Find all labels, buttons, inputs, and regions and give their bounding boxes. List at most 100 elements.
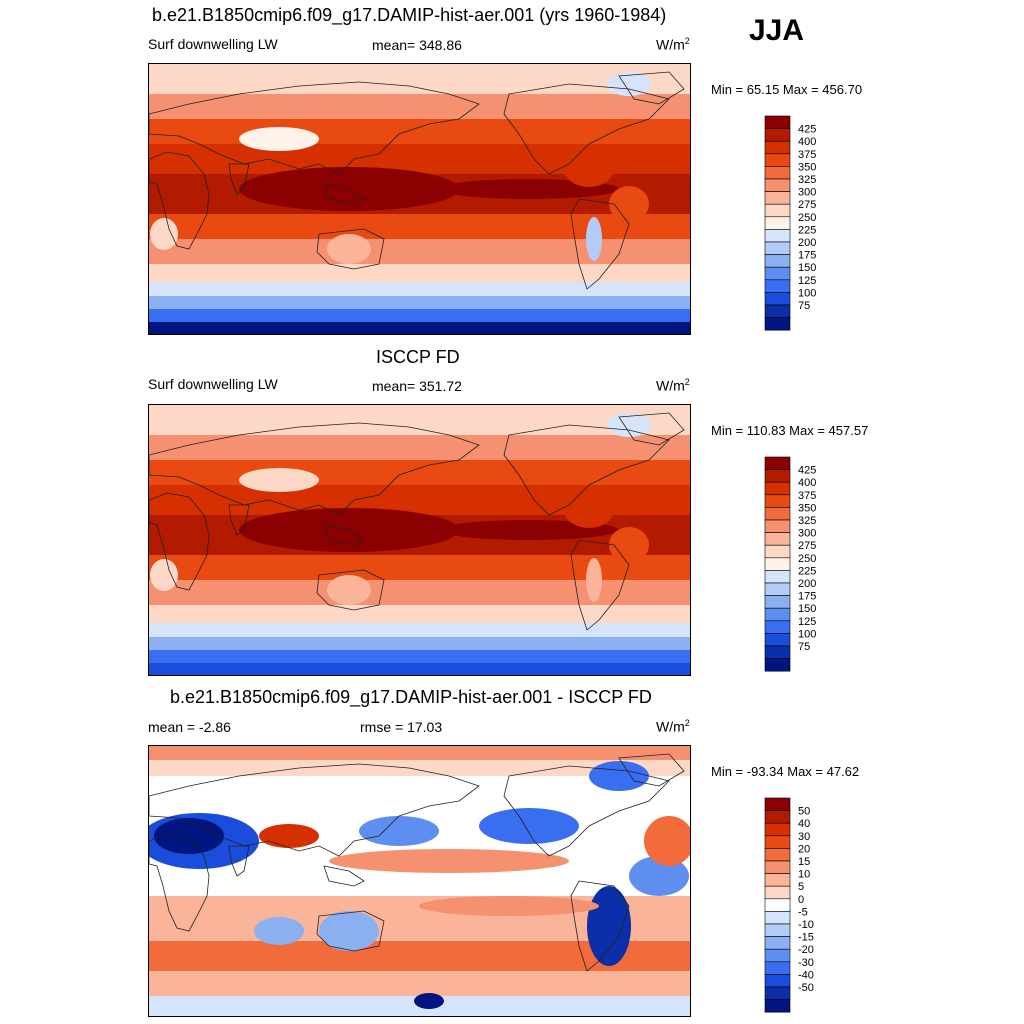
colorbar-swatch: [764, 974, 791, 988]
field-band: [149, 637, 690, 650]
colorbar-swatch: [764, 128, 791, 142]
coastline: [316, 228, 385, 270]
colorbar-tick-label: -20: [798, 944, 814, 956]
colorbar-swatch: [764, 797, 791, 811]
colorbar-swatch: [764, 304, 791, 318]
field-region: [479, 808, 579, 844]
panel2-units: W/m2: [656, 377, 690, 394]
panel1-map: [148, 63, 691, 335]
panel1-mean-label: mean= 348.86: [372, 37, 462, 53]
colorbar-tick-label: 200: [798, 578, 816, 590]
colorbar-swatch: [764, 317, 791, 331]
field-region: [587, 886, 631, 966]
colorbar-tick-label: 275: [798, 540, 816, 552]
field-band: [149, 405, 690, 435]
colorbar-tick-label: 15: [798, 856, 810, 868]
panel3-minmax: Min = -93.34 Max = 47.62: [711, 764, 860, 779]
panel1-minmax: Min = 65.15 Max = 456.70: [711, 82, 863, 97]
colorbar-tick-label: 350: [798, 502, 816, 514]
colorbar-tick-label: 100: [798, 628, 816, 640]
coastline: [149, 763, 480, 857]
field-region: [586, 558, 602, 602]
colorbar-swatch: [764, 292, 791, 306]
colorbar-swatch: [764, 645, 791, 659]
colorbar-tick-label: 400: [798, 136, 816, 148]
field-band: [149, 650, 690, 663]
coastline: [618, 753, 685, 787]
coastline: [323, 865, 365, 887]
field-region: [644, 816, 690, 866]
colorbar-tick-label: 125: [798, 616, 816, 628]
colorbar-tick-label: 225: [798, 224, 816, 236]
colorbar-tick-label: 150: [798, 603, 816, 615]
field-band: [149, 435, 690, 460]
field-band: [149, 94, 690, 119]
field-region: [564, 151, 614, 187]
panel2-map: [148, 404, 691, 676]
colorbar-tick-label: 250: [798, 553, 816, 565]
panel1-colorbar: 425 400 375 350 325 300 275 250 225 200 175 150 125 1…: [764, 115, 825, 331]
panel2-left-label: Surf downwelling LW: [148, 376, 278, 392]
colorbar-swatch: [764, 607, 791, 622]
field-region: [414, 993, 444, 1009]
colorbar-swatch: [764, 557, 791, 571]
colorbar-tick-label: -30: [798, 957, 814, 969]
colorbar-swatch: [764, 456, 791, 470]
panel1-map-field: [149, 64, 690, 334]
panel1-units: W/m2: [656, 36, 690, 53]
field-band: [149, 580, 690, 605]
coastline: [618, 412, 685, 446]
colorbar-tick-label: 175: [798, 250, 816, 262]
colorbar-tick-label: 0: [798, 894, 804, 906]
colorbar-swatch: [764, 582, 791, 596]
colorbar-tick-label: 325: [798, 174, 816, 186]
colorbar-swatch: [764, 481, 791, 496]
panel2-map-field: [149, 405, 690, 675]
field-region: [439, 179, 619, 199]
colorbar-swatch: [764, 229, 791, 243]
colorbar-swatch: [764, 885, 791, 900]
coastline: [228, 504, 250, 536]
coastline: [503, 424, 670, 516]
colorbar-tick-label: 75: [798, 641, 810, 653]
coastline: [570, 198, 630, 290]
colorbar-swatch: [764, 822, 791, 837]
colorbar-tick-label: 375: [798, 490, 816, 502]
colorbar-tick-label: 425: [798, 124, 816, 136]
coastline: [503, 765, 670, 857]
panel3-map: [148, 745, 691, 1017]
coastline: [149, 422, 480, 516]
colorbar-tick-label: 300: [798, 528, 816, 540]
field-region: [327, 234, 371, 264]
colorbar-swatch: [764, 999, 791, 1013]
field-band: [149, 64, 690, 94]
colorbar-tick-label: 375: [798, 149, 816, 161]
colorbar-swatch: [764, 620, 791, 634]
panel2-title: ISCCP FD: [376, 347, 460, 367]
colorbar-swatch: [764, 633, 791, 647]
panel1-title: b.e21.B1850cmip6.f09_g17.DAMIP-hist-aer.…: [152, 5, 667, 25]
field-band: [149, 460, 690, 485]
field-region: [239, 468, 319, 492]
colorbar-swatch: [764, 507, 791, 521]
colorbar-tick-label: 175: [798, 591, 816, 603]
colorbar-swatch: [764, 898, 791, 912]
colorbar-swatch: [764, 658, 791, 672]
colorbar-swatch: [764, 923, 791, 937]
colorbar-swatch: [764, 848, 791, 862]
coastline: [316, 569, 385, 611]
colorbar-swatch: [764, 279, 791, 293]
colorbar-tick-label: -50: [798, 982, 814, 994]
colorbar-swatch: [764, 203, 791, 218]
panel1-colorbar-graphic: 4254003753503253002752502252001751501251…: [764, 115, 816, 331]
colorbar-swatch: [764, 810, 791, 824]
colorbar-swatch: [764, 153, 791, 167]
colorbar-tick-label: -5: [798, 906, 808, 918]
field-region: [254, 917, 304, 945]
field-band: [149, 214, 690, 239]
colorbar-tick-label: -40: [798, 969, 814, 981]
coastline: [323, 524, 365, 546]
colorbar-swatch: [764, 216, 791, 230]
coastline: [618, 71, 685, 105]
colorbar-tick-label: 225: [798, 565, 816, 577]
